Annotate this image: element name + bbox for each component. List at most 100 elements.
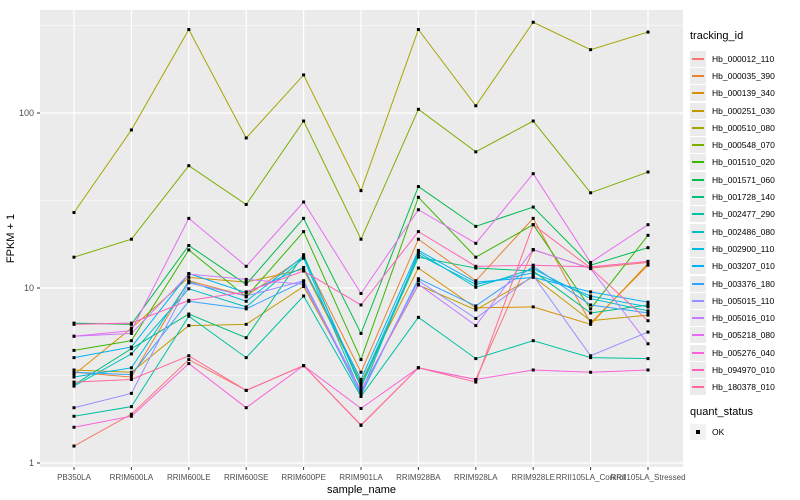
data-point [302, 254, 306, 258]
data-point [302, 200, 306, 204]
data-point [531, 269, 535, 273]
data-point [646, 303, 650, 307]
x-tick-label: RRIM928LE [511, 473, 555, 482]
series-swatch [690, 119, 706, 136]
series-color-line [692, 161, 704, 164]
data-point [531, 172, 535, 176]
data-point [531, 20, 535, 24]
series-color-line [692, 299, 704, 302]
data-point [416, 185, 420, 189]
data-point [302, 269, 306, 273]
data-point [474, 282, 478, 286]
data-point [589, 356, 593, 360]
data-point [416, 250, 420, 254]
data-point [129, 345, 133, 349]
data-point [302, 216, 306, 220]
series-label: Hb_002486_080 [712, 226, 775, 237]
series-color-line [692, 74, 704, 77]
data-point [646, 300, 650, 304]
data-point [531, 267, 535, 271]
series-swatch [690, 206, 706, 223]
data-point [589, 297, 593, 301]
data-point [302, 364, 306, 368]
series-swatch [690, 275, 706, 292]
data-point [646, 170, 650, 174]
legend-item: Hb_005015_110 [690, 292, 800, 309]
series-color-line [692, 317, 704, 320]
legend-item: Hb_002486_080 [690, 223, 800, 240]
data-point [359, 391, 363, 395]
data-point [187, 216, 191, 220]
data-point [187, 28, 191, 32]
data-point [589, 260, 593, 264]
data-point [72, 373, 76, 377]
data-point [187, 275, 191, 279]
data-point [646, 368, 650, 372]
data-point [129, 370, 133, 374]
series-color-line [692, 282, 704, 285]
series-label: Hb_005016_010 [712, 313, 775, 324]
data-point [589, 294, 593, 298]
data-point [416, 277, 420, 281]
quant-legend-items: OK [690, 423, 800, 440]
data-point [531, 119, 535, 123]
series-swatch [690, 327, 706, 344]
data-point [531, 305, 535, 309]
x-tick-label: RRIM600LE [167, 473, 211, 482]
data-point [646, 305, 650, 309]
legend-item: Hb_001510_020 [690, 154, 800, 171]
legend-item: Hb_000510_080 [690, 119, 800, 136]
legend-item: Hb_005016_010 [690, 309, 800, 327]
quant-legend-item: OK [690, 423, 800, 440]
data-point [72, 414, 76, 418]
data-point [474, 304, 478, 308]
data-point [244, 277, 248, 281]
series-label: Hb_005276_040 [712, 347, 775, 358]
series-label: Hb_000548_070 [712, 140, 775, 151]
data-point [302, 230, 306, 234]
series-label: Hb_000139_340 [712, 88, 775, 99]
legend-item: Hb_000012_110 [690, 50, 800, 67]
data-point [302, 73, 306, 77]
series-swatch [690, 344, 706, 361]
data-point [72, 211, 76, 215]
data-point [359, 189, 363, 193]
data-point [646, 319, 650, 323]
data-point [646, 246, 650, 250]
series-label: Hb_000251_030 [712, 105, 775, 116]
data-point [187, 248, 191, 252]
series-color-line [692, 92, 704, 95]
data-point [187, 164, 191, 168]
data-point [531, 339, 535, 343]
data-point [187, 243, 191, 247]
data-point [646, 357, 650, 361]
data-point [359, 237, 363, 241]
legend-item: Hb_005276_040 [690, 344, 800, 361]
data-point [531, 273, 535, 277]
data-point [72, 380, 76, 384]
data-point [244, 294, 248, 298]
data-point [187, 281, 191, 285]
data-point [72, 384, 76, 388]
data-point [474, 285, 478, 289]
series-label: Hb_000012_110 [712, 53, 775, 64]
series-color-line [692, 144, 704, 147]
legend-item: Hb_003376_180 [690, 275, 800, 292]
data-point [531, 275, 535, 279]
x-tick-label: RRIM901LA [339, 473, 383, 482]
data-point [359, 331, 363, 335]
data-point [589, 370, 593, 374]
y-tick-label: 100 [19, 108, 34, 118]
data-point [129, 412, 133, 416]
series-label: Hb_180378_010 [712, 382, 775, 393]
data-point [359, 303, 363, 307]
data-point [416, 230, 420, 234]
data-point [129, 321, 133, 325]
data-point [187, 354, 191, 358]
data-point [531, 216, 535, 220]
series-label: Hb_001571_060 [712, 174, 775, 185]
data-point [589, 191, 593, 195]
data-point [72, 348, 76, 352]
data-point [646, 313, 650, 317]
